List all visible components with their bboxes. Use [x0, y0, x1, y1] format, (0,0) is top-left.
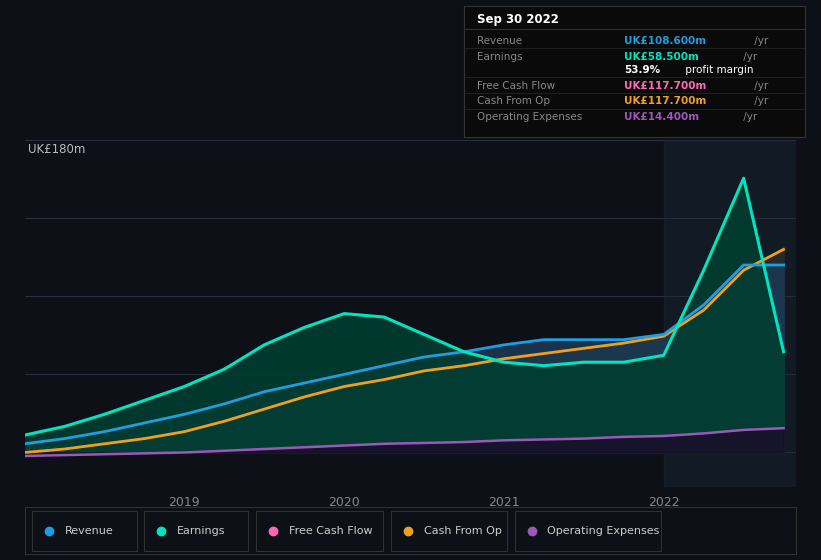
- Text: UK£0: UK£0: [29, 446, 59, 459]
- Text: UK£108.600m: UK£108.600m: [624, 36, 706, 46]
- Text: Operating Expenses: Operating Expenses: [478, 112, 583, 122]
- Text: profit margin: profit margin: [682, 65, 754, 75]
- Text: /yr: /yr: [751, 96, 768, 106]
- Text: /yr: /yr: [751, 81, 768, 91]
- Text: UK£58.500m: UK£58.500m: [624, 52, 699, 62]
- Text: Revenue: Revenue: [65, 526, 113, 535]
- Text: UK£14.400m: UK£14.400m: [624, 112, 699, 122]
- Text: Free Cash Flow: Free Cash Flow: [288, 526, 372, 535]
- Text: Cash From Op: Cash From Op: [478, 96, 551, 106]
- Text: Operating Expenses: Operating Expenses: [547, 526, 659, 535]
- Text: /yr: /yr: [751, 36, 768, 46]
- Text: /yr: /yr: [740, 52, 757, 62]
- Text: Earnings: Earnings: [177, 526, 225, 535]
- Text: Earnings: Earnings: [478, 52, 523, 62]
- Text: Revenue: Revenue: [478, 36, 523, 46]
- Text: Free Cash Flow: Free Cash Flow: [478, 81, 556, 91]
- Text: Cash From Op: Cash From Op: [424, 526, 502, 535]
- Text: UK£117.700m: UK£117.700m: [624, 96, 706, 106]
- Text: UK£117.700m: UK£117.700m: [624, 81, 706, 91]
- Text: UK£180m: UK£180m: [29, 143, 86, 156]
- Text: 53.9%: 53.9%: [624, 65, 660, 75]
- Text: /yr: /yr: [740, 112, 757, 122]
- Text: Sep 30 2022: Sep 30 2022: [478, 13, 559, 26]
- Bar: [663, 140, 796, 487]
